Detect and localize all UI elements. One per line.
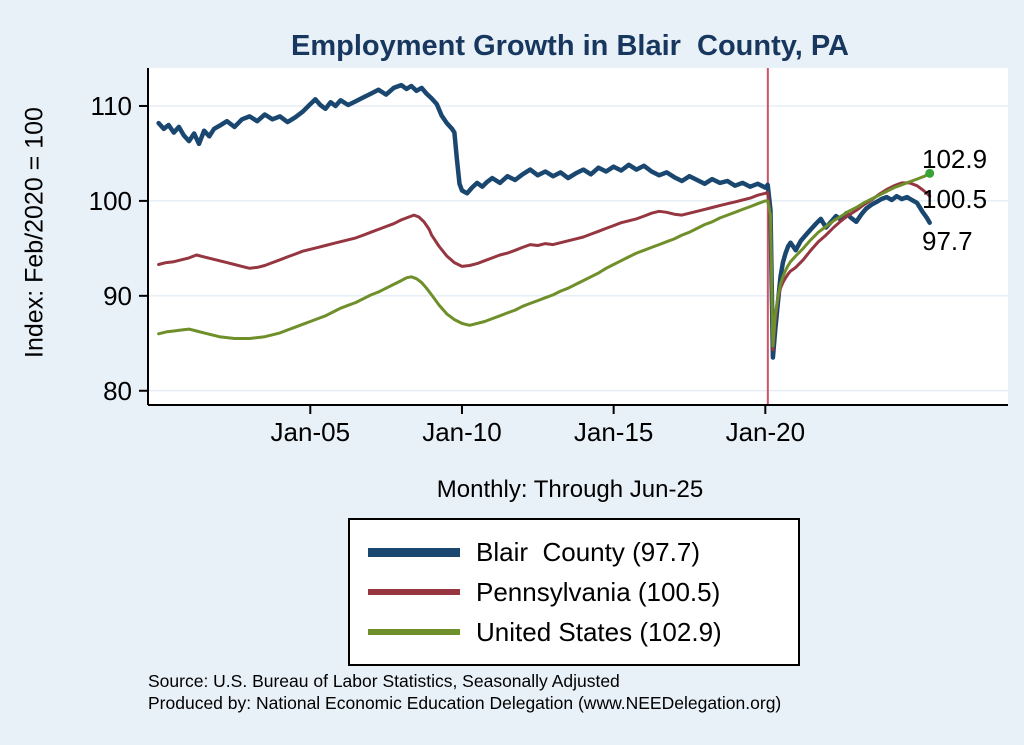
x-tick-label: Jan-05 <box>270 417 351 447</box>
end-value-label-pennsylvania: 100.5 <box>922 184 988 214</box>
blair-county-line <box>156 82 932 360</box>
series-end-dot <box>925 168 935 178</box>
source-attribution: Source: U.S. Bureau of Labor Statistics,… <box>148 671 620 691</box>
legend-box: Blair County (97.7) Pennsylvania (100.5)… <box>348 518 800 666</box>
y-tick-label: 100 <box>88 185 132 216</box>
legend-row-pennsylvania: Pennsylvania (100.5) <box>368 572 798 612</box>
y-tick-label: 80 <box>103 375 132 406</box>
end-value-label-blair-county: 97.7 <box>922 226 973 256</box>
legend-row-united-states: United States (102.9) <box>368 612 798 652</box>
y-tick-label: 110 <box>90 90 132 121</box>
x-tick-label: Jan-10 <box>422 417 502 447</box>
chart-title: Employment Growth in Blair County, PA <box>290 30 849 62</box>
united-states-line <box>157 171 932 348</box>
legend-label-blair-county: Blair County (97.7) <box>476 536 700 567</box>
x-tick-label: Jan-15 <box>573 417 654 447</box>
pennsylvania-line-swatch <box>368 589 460 595</box>
chart-subtitle: Monthly: Through Jun-25 <box>436 476 704 503</box>
end-value-label-united-states: 102.9 <box>922 144 988 174</box>
pennsylvania-line <box>157 181 932 352</box>
legend-label-pennsylvania: Pennsylvania (100.5) <box>476 576 721 607</box>
x-tick-label: Jan-20 <box>725 417 806 447</box>
legend-row-blair-county: Blair County (97.7) <box>368 532 798 572</box>
legend-label-united-states: United States (102.9) <box>476 616 722 647</box>
plot-area <box>148 68 1008 405</box>
y-tick-label: 90 <box>103 280 132 311</box>
united-states-line-swatch <box>368 629 460 635</box>
blair-county-line-swatch <box>368 547 460 557</box>
producer-attribution: Produced by: National Economic Education… <box>148 693 782 713</box>
